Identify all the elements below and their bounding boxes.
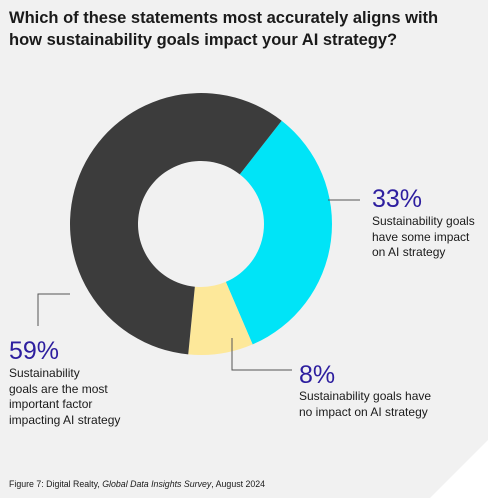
slice-description-8: Sustainability goals have no impact on A… [299, 389, 431, 420]
donut-slice-33 [225, 120, 332, 345]
slice-label-59: 59% [9, 337, 60, 365]
leader-line-59 [37, 293, 70, 326]
figure-caption: Figure 7: Digital Realty, Global Data In… [9, 479, 265, 489]
chart-title-line-1: Which of these statements most accuratel… [9, 9, 439, 27]
chart-title: Which of these statements most accuratel… [9, 7, 479, 51]
slice-description-33: Sustainability goals have some impact on… [372, 214, 475, 261]
corner-accent [430, 440, 488, 498]
slice-description-8-line-1: Sustainability goals have [299, 389, 432, 403]
donut-slice-8 [188, 281, 253, 355]
chart-title-line-2: how sustainability goals impact your AI … [9, 31, 398, 49]
slice-description-33-line-2: have some impact [372, 229, 470, 244]
slice-label-8: 8% [299, 361, 336, 389]
caption-suffix: , August 2024 [211, 479, 266, 489]
leader-lines [37, 199, 360, 371]
slice-description-59-line-4: impacting AI strategy [9, 412, 121, 427]
caption-source: Global Data Insights Survey [102, 479, 212, 489]
slice-description-59-line-3: important factor [9, 397, 93, 411]
donut-slices [70, 92, 332, 355]
slice-description-59: Sustainability goals are the most import… [9, 366, 120, 428]
slice-description-33-line-1: Sustainability goals [372, 214, 475, 228]
slice-label-33: 33% [372, 185, 423, 213]
slice-description-33-line-3: on AI strategy [372, 245, 446, 259]
slice-description-59-line-2: goals are the most [9, 381, 108, 396]
slice-description-8-line-2: no impact on AI strategy [299, 404, 428, 419]
donut-slice-59 [70, 92, 282, 355]
slice-description-59-line-1: Sustainability [9, 366, 80, 380]
leader-line-8 [231, 338, 292, 371]
caption-prefix: Figure 7: Digital Realty, [9, 479, 103, 489]
